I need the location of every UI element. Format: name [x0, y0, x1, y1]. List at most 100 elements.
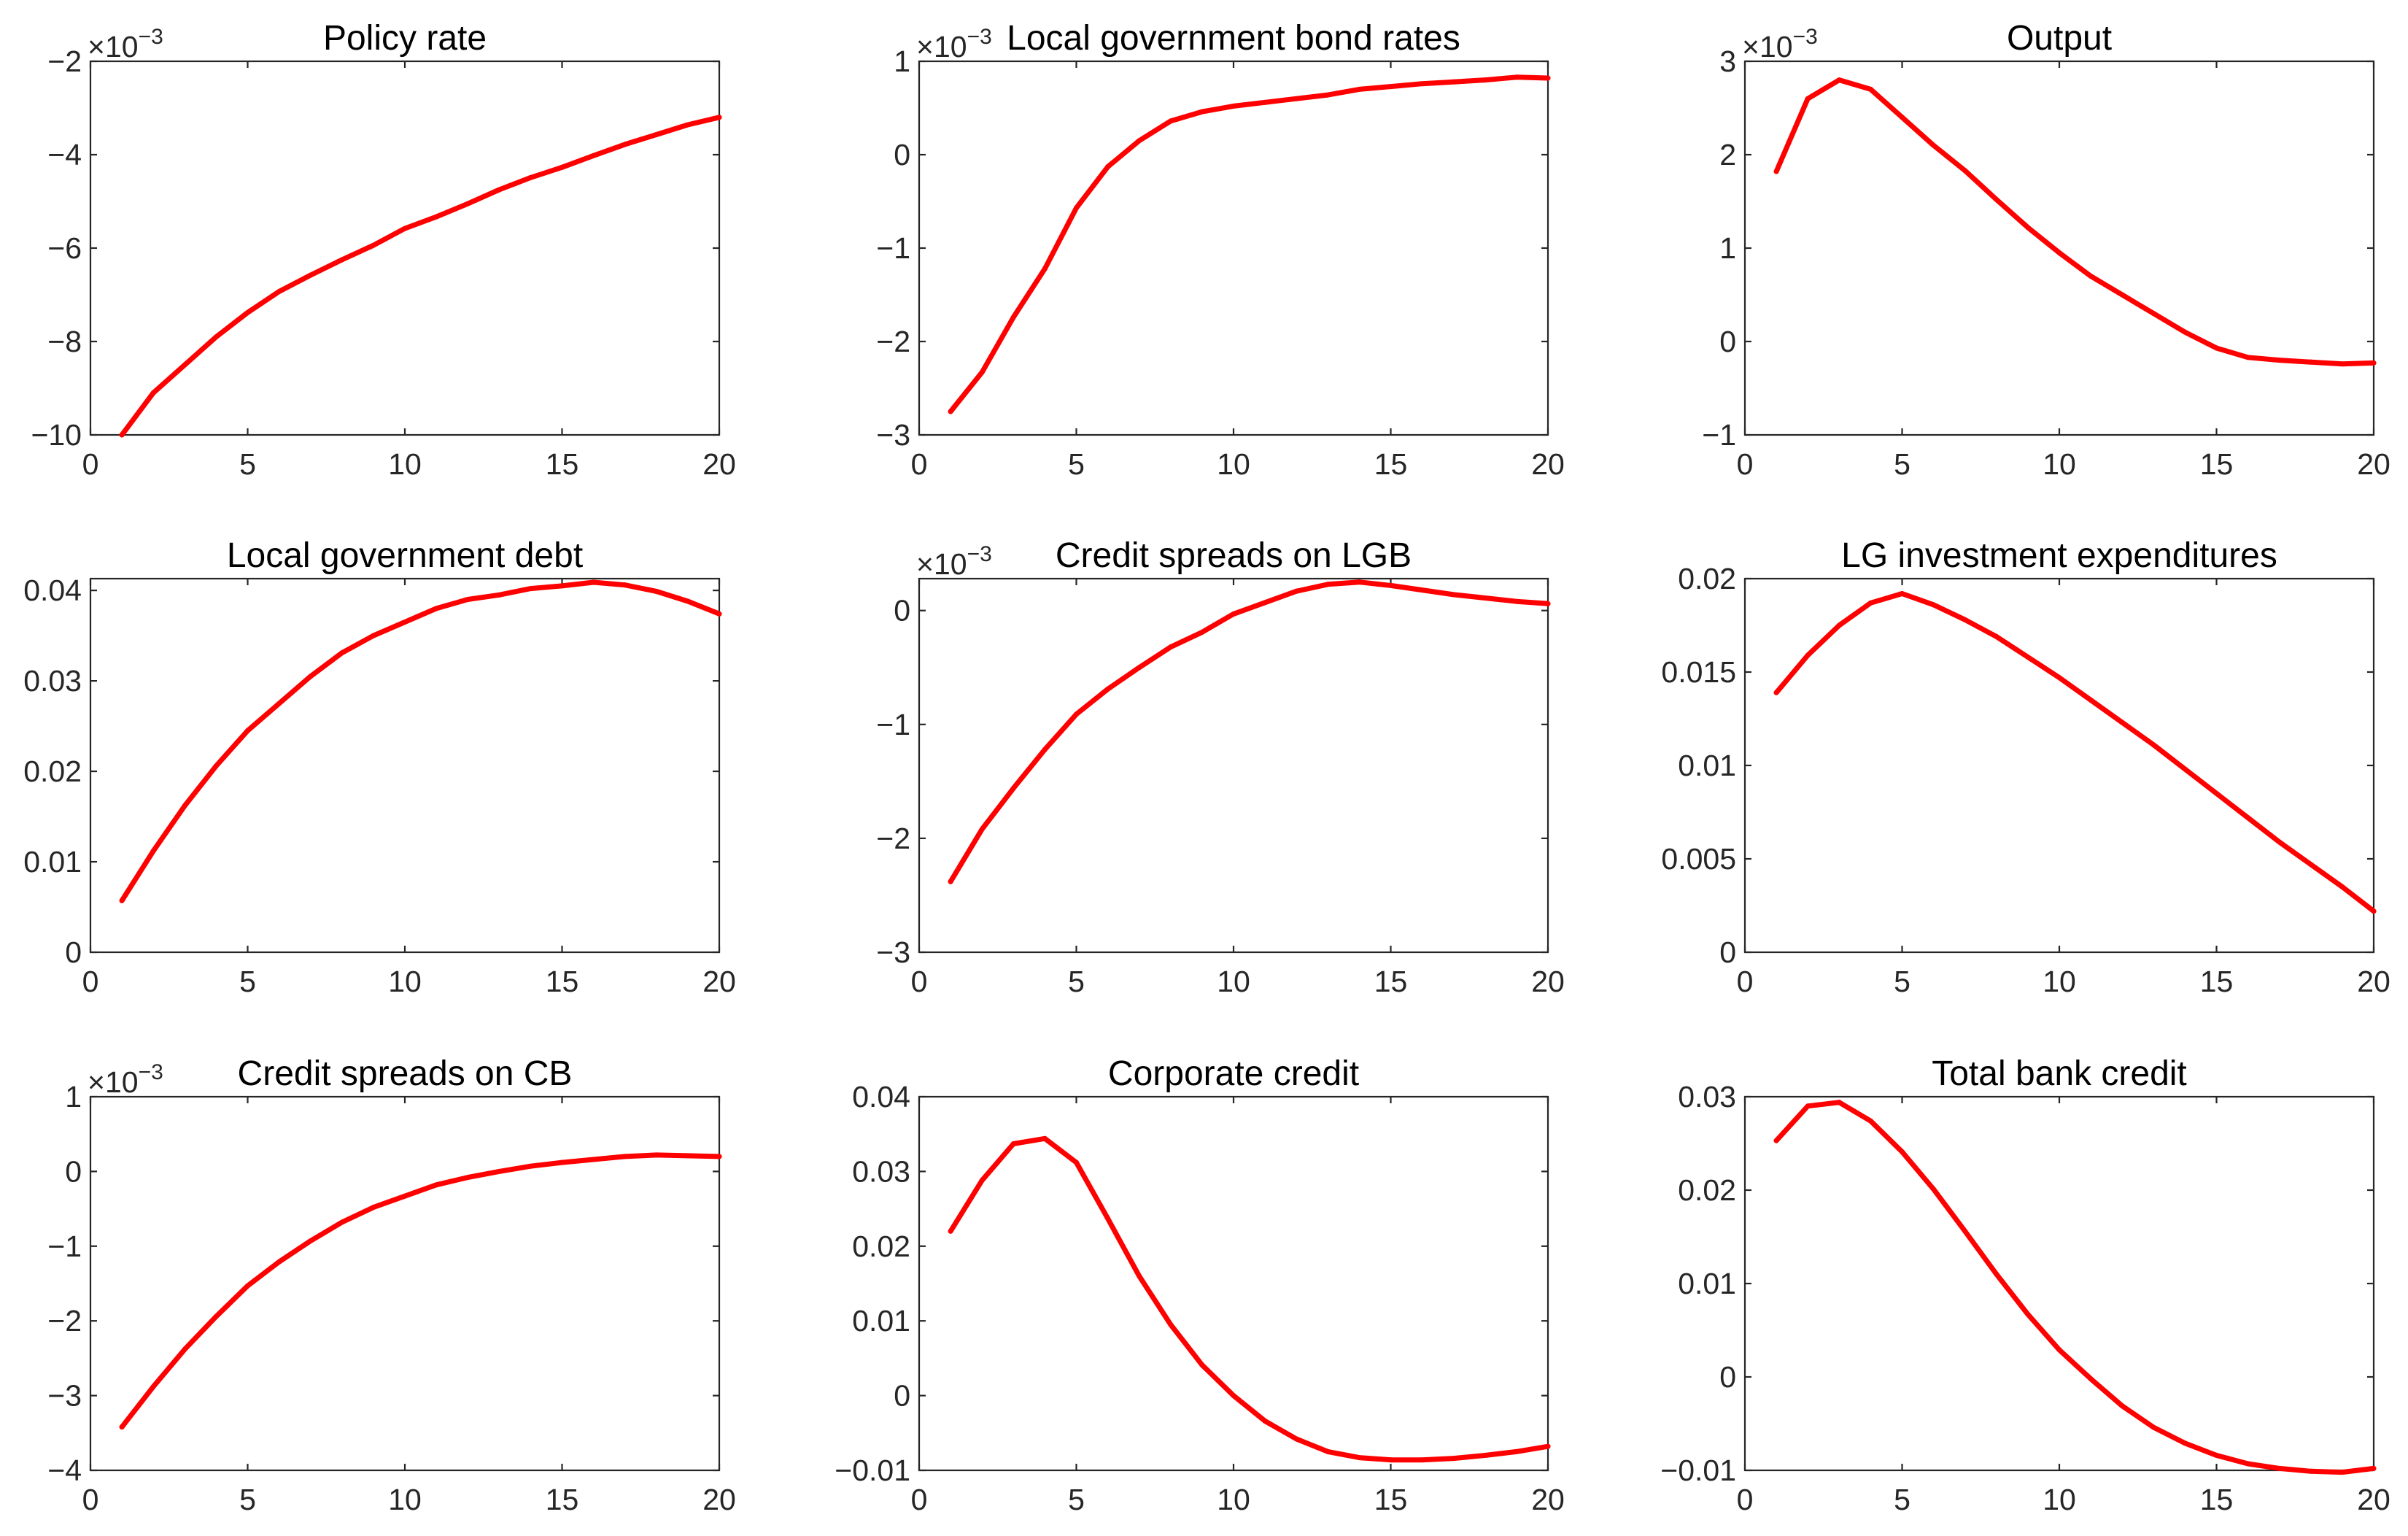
data-point [182, 803, 187, 808]
data-point [1356, 1455, 1362, 1461]
data-point [1931, 142, 1937, 148]
data-point [1900, 590, 1905, 596]
data-point [1482, 595, 1488, 601]
data-point [2371, 1465, 2377, 1471]
y-tick-label: 0.02 [852, 1230, 910, 1263]
data-point [1042, 1135, 1048, 1141]
x-tick-label: 10 [1217, 965, 1250, 998]
y-tick-label: 0 [894, 138, 910, 171]
x-tick-label: 0 [1737, 965, 1754, 998]
chart-panel-credit-spreads-on-lgb: 0 5 10 15 20−3−2−10×10−3 Credit spreads on LG… [876, 536, 1565, 998]
data-point [591, 579, 597, 585]
y-tick-label: 3 [1719, 45, 1736, 78]
data-point [1010, 1141, 1016, 1147]
chart-title: Credit spreads on CB [238, 1054, 573, 1093]
data-point [1231, 611, 1236, 617]
data-point [948, 1228, 953, 1234]
x-tick-label: 20 [1531, 447, 1565, 481]
y-tick-label: 0 [1719, 1360, 1736, 1394]
axes-box [918, 1095, 1549, 1472]
data-point [2308, 862, 2314, 868]
data-point [402, 620, 408, 625]
data-point [1514, 1448, 1519, 1454]
data-point [527, 1163, 533, 1169]
data-point [371, 633, 376, 638]
data-point [2214, 345, 2219, 351]
data-point [1420, 81, 1425, 87]
series-line [948, 579, 1551, 884]
chart-title: Corporate credit [1108, 1054, 1359, 1093]
data-point [2150, 742, 2156, 748]
data-point [716, 115, 722, 120]
data-point [2088, 697, 2094, 703]
x-tick-label: 5 [1068, 965, 1085, 998]
data-point [496, 187, 502, 193]
data-point [622, 142, 628, 147]
data-point [979, 826, 985, 832]
data-point [1805, 1103, 1811, 1109]
y-tick-label: 0.01 [1678, 1267, 1736, 1300]
data-point [1168, 1321, 1174, 1327]
data-point [2214, 790, 2219, 796]
data-point [948, 879, 953, 884]
data-point [2119, 719, 2125, 725]
x-tick-label: 5 [1894, 965, 1910, 998]
chart-title: Local government debt [227, 536, 583, 575]
axes-box [89, 577, 721, 954]
data-point [1994, 1271, 1999, 1277]
y-tick-label: 0.02 [1678, 562, 1736, 595]
y-tick-label: 0.03 [23, 664, 82, 698]
data-point [1325, 1448, 1331, 1454]
x-tick-label: 20 [702, 965, 736, 998]
x-tick-label: 0 [911, 1483, 928, 1516]
axis-exponent-power: −3 [967, 25, 992, 49]
data-point [1931, 602, 1937, 608]
data-point [1356, 579, 1362, 585]
data-point [948, 409, 953, 414]
data-point [1420, 1457, 1425, 1463]
x-tick-label: 5 [1894, 1483, 1910, 1516]
data-point [2056, 250, 2062, 255]
data-point [1994, 633, 1999, 639]
y-tick-label: 0.01 [852, 1304, 910, 1338]
chart-panel-credit-spreads-on-cb: 0 5 10 15 20 −4 −3 −2 −1 0 1 ×10−3 Credit spreads on… [47, 1054, 736, 1516]
data-point [1451, 79, 1457, 85]
data-point [2025, 1311, 2031, 1317]
axes-box [1743, 60, 2375, 436]
axis-exponent-power: −3 [1793, 25, 1818, 49]
x-tick-label: 5 [1068, 1483, 1085, 1516]
y-tick-label: −2 [47, 1304, 82, 1338]
data-point [622, 582, 628, 588]
data-point [402, 225, 408, 231]
x-tick-label: 15 [1374, 447, 1408, 481]
x-tick-label: 0 [1737, 447, 1754, 481]
y-tick-label: 0 [1719, 935, 1736, 969]
data-point [1293, 1436, 1299, 1442]
y-tick-label: 0.005 [1661, 842, 1736, 876]
x-tick-label: 0 [911, 447, 928, 481]
data-point [1199, 629, 1205, 635]
data-point [2056, 675, 2062, 681]
y-tick-label: −1 [47, 1230, 82, 1263]
y-tick-label: −1 [1702, 418, 1736, 452]
data-point [1773, 690, 1779, 695]
data-point [716, 1154, 722, 1159]
data-point [1262, 99, 1268, 105]
x-tick-label: 10 [388, 1483, 422, 1516]
data-point [1137, 665, 1142, 671]
data-point [2025, 655, 2031, 660]
data-point [245, 309, 250, 315]
chart-title: LG investment expenditures [1841, 536, 2277, 575]
data-point [308, 674, 314, 679]
axes-box [1743, 1095, 2375, 1472]
data-point [1231, 1393, 1236, 1399]
x-tick-label: 15 [2200, 965, 2234, 998]
data-point [119, 432, 125, 438]
y-tick-label: −4 [47, 138, 82, 171]
data-point [1482, 1453, 1488, 1459]
axes-box [918, 577, 1549, 954]
x-tick-label: 10 [2043, 447, 2076, 481]
x-tick-label: 20 [702, 447, 736, 481]
chart-title: Output [2007, 19, 2112, 58]
